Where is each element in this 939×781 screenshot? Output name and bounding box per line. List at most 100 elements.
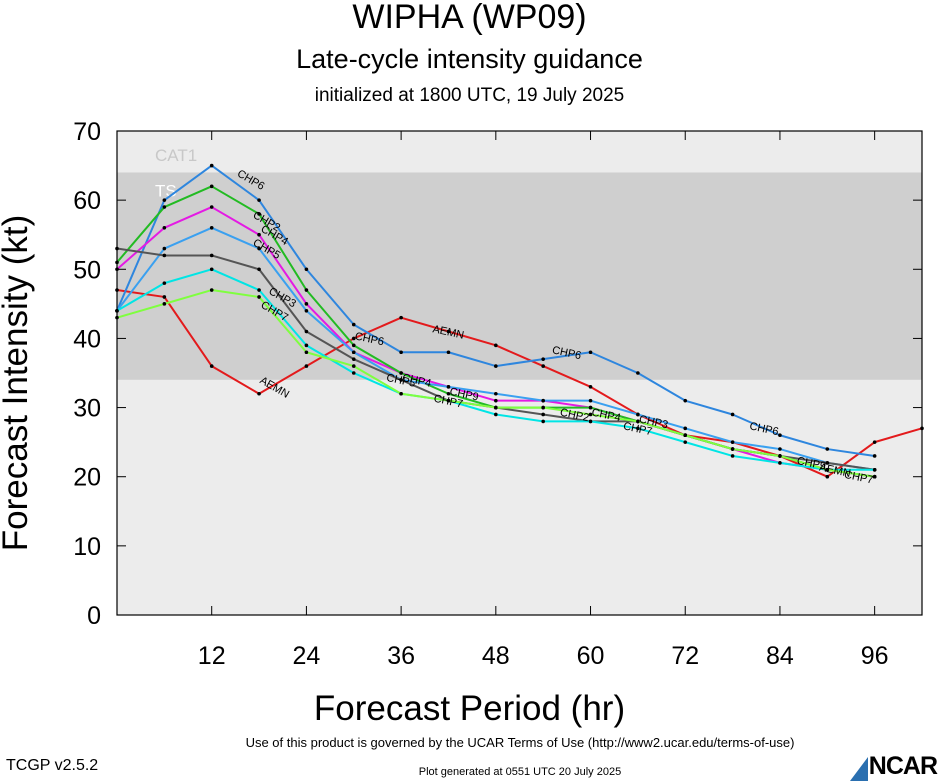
data-point — [730, 454, 735, 458]
x-tick-label: 84 — [766, 642, 794, 670]
data-point — [162, 198, 167, 202]
data-point — [351, 336, 356, 341]
y-tick-label: 30 — [73, 395, 101, 423]
plot-frame — [116, 130, 923, 616]
data-point — [446, 398, 451, 403]
data-point — [446, 350, 451, 355]
ncar-logo: NCAR — [849, 752, 938, 781]
data-point — [825, 474, 830, 479]
data-point — [399, 391, 403, 396]
data-point — [446, 391, 451, 396]
init-time: initialized at 1800 UTC, 19 July 2025 — [314, 85, 625, 106]
data-point — [304, 267, 309, 272]
data-point — [351, 343, 356, 348]
data-point — [872, 468, 877, 472]
data-point — [588, 350, 593, 355]
series-label: CHP5 — [385, 372, 416, 390]
intensity-band — [117, 172, 922, 380]
data-point — [872, 440, 877, 444]
data-point — [209, 226, 214, 230]
data-point — [541, 405, 545, 410]
data-point — [162, 246, 167, 251]
data-point — [257, 198, 261, 202]
data-point — [257, 391, 261, 396]
ncar-logo-text: NCAR — [868, 752, 938, 780]
y-tick-label: 20 — [73, 464, 101, 492]
intensity-band — [117, 131, 922, 173]
y-tick-label: 10 — [73, 533, 101, 561]
data-point — [351, 350, 356, 355]
chart-subtitle: Late-cycle intensity guidance — [296, 44, 643, 74]
x-axis-label: Forecast Period (hr) — [314, 689, 625, 728]
data-point — [541, 364, 545, 368]
data-point — [257, 232, 261, 237]
y-tick-label: 60 — [73, 187, 101, 215]
data-point — [825, 468, 830, 472]
data-point — [304, 350, 309, 355]
intensity-band — [117, 379, 922, 615]
series-label: CHP7 — [433, 393, 464, 411]
version-label: TCGP v2.5.2 — [6, 757, 99, 774]
data-point — [730, 447, 735, 451]
y-tick-label: 0 — [87, 602, 101, 630]
data-point — [825, 447, 830, 451]
data-point — [351, 371, 356, 375]
data-point — [541, 398, 545, 403]
chart-title: WIPHA (WP09) — [352, 0, 587, 36]
x-tick-label: 60 — [577, 642, 605, 670]
data-point — [872, 454, 877, 458]
y-tick-label: 40 — [73, 325, 101, 353]
series-label: CHP6 — [551, 344, 582, 362]
series-label: CHP6 — [748, 420, 779, 438]
data-point — [209, 364, 214, 368]
data-point — [588, 385, 593, 389]
series-label: CHP4 — [401, 372, 432, 390]
data-point — [636, 426, 640, 431]
data-point — [209, 267, 214, 272]
data-point — [541, 357, 545, 361]
x-tick-label: 72 — [671, 642, 699, 670]
data-point — [825, 461, 830, 465]
data-point — [588, 412, 593, 417]
data-point — [588, 419, 593, 424]
data-point — [778, 461, 782, 465]
data-point — [683, 426, 688, 431]
data-point — [683, 440, 688, 444]
data-point — [778, 454, 782, 458]
data-point — [209, 184, 214, 189]
x-tick-label: 48 — [482, 642, 510, 670]
data-point — [304, 308, 309, 313]
series-label: CHP6 — [354, 330, 385, 348]
x-tick-label: 36 — [387, 642, 415, 670]
data-point — [494, 364, 498, 368]
series-label: CHP7 — [622, 420, 653, 438]
data-point — [683, 398, 688, 403]
data-point — [399, 371, 403, 375]
data-point — [399, 350, 403, 355]
data-point — [494, 405, 498, 410]
data-point — [588, 405, 593, 410]
data-point — [162, 205, 167, 209]
data-point — [399, 315, 403, 320]
data-point — [304, 364, 309, 368]
y-axis-label: Forecast Intensity (kt) — [0, 215, 35, 551]
x-tick-label: 12 — [198, 642, 226, 670]
data-point — [209, 163, 214, 168]
data-point — [162, 281, 167, 285]
data-point — [588, 398, 593, 403]
data-point — [304, 329, 309, 334]
data-point — [257, 246, 261, 251]
ncar-logo-icon — [849, 757, 868, 781]
data-point — [304, 288, 309, 292]
data-point — [494, 343, 498, 348]
data-point — [778, 433, 782, 438]
data-point — [304, 343, 309, 348]
data-point — [730, 440, 735, 444]
data-point — [636, 371, 640, 375]
data-point — [162, 253, 167, 258]
data-point — [446, 385, 451, 389]
data-point — [209, 205, 214, 209]
series-label: CHP2 — [559, 407, 590, 425]
band-label: TS — [155, 181, 177, 200]
data-point — [778, 447, 782, 451]
